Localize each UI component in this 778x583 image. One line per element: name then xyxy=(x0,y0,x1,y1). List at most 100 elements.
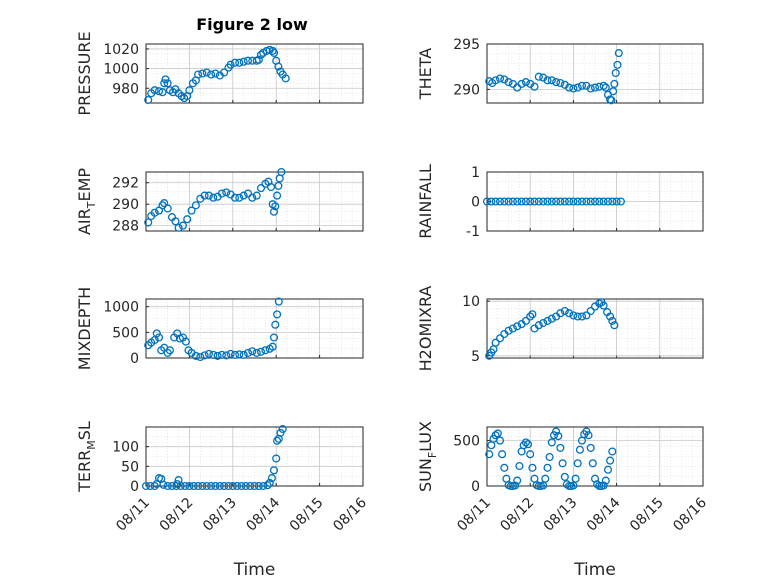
data-point xyxy=(278,424,287,434)
data-point xyxy=(560,306,569,316)
data-point xyxy=(586,84,595,93)
data-point xyxy=(268,46,277,55)
data-point xyxy=(613,60,622,69)
data-point xyxy=(606,456,615,465)
data-point xyxy=(150,481,159,491)
data-point xyxy=(204,349,213,358)
subplot-6: 5 10 H2OMIXRA xyxy=(416,286,704,372)
data-point xyxy=(239,191,248,200)
y-tick-label: 50 xyxy=(121,459,139,475)
data-point xyxy=(565,309,574,318)
data-point xyxy=(220,68,229,77)
data-point xyxy=(552,427,561,436)
data-point xyxy=(235,350,244,359)
data-point xyxy=(274,181,283,190)
data-point xyxy=(556,197,565,206)
data-point xyxy=(167,481,177,491)
data-point xyxy=(152,329,161,338)
data-point xyxy=(243,189,253,198)
data-point xyxy=(150,208,159,217)
data-point xyxy=(272,454,281,463)
data-point xyxy=(185,86,194,95)
y-tick-label: 1000 xyxy=(103,62,139,78)
data-point xyxy=(158,88,167,97)
subplot-7: 0 50 100 TERRMSL 08/11 08/12 08/13 08/14 08/15 08… xyxy=(75,421,370,580)
data-point xyxy=(230,350,240,359)
data-point xyxy=(595,197,604,206)
data-point xyxy=(601,476,610,485)
data-point xyxy=(608,316,617,325)
data-point xyxy=(189,481,198,491)
data-point xyxy=(547,314,556,323)
data-point xyxy=(521,438,530,447)
x-tick-label: 08/13 xyxy=(200,495,240,535)
data-point xyxy=(530,197,539,206)
data-point xyxy=(252,348,261,357)
data-point xyxy=(277,167,286,177)
x-tick-label: 08/11 xyxy=(454,495,494,535)
x-axis-label: Time xyxy=(233,560,276,580)
data-point xyxy=(274,297,283,306)
data-point xyxy=(273,436,282,445)
data-point xyxy=(209,193,218,202)
data-point xyxy=(517,79,526,88)
data-point xyxy=(241,481,250,491)
y-tick-label: 500 xyxy=(453,434,480,450)
data-point xyxy=(590,197,600,206)
data-point xyxy=(250,481,259,491)
y-tick-label: 980 xyxy=(112,81,139,97)
data-point xyxy=(504,78,513,87)
data-point xyxy=(534,72,543,81)
data-point xyxy=(541,474,550,483)
data-point xyxy=(586,306,595,316)
data-point xyxy=(599,81,608,90)
data-point xyxy=(528,310,537,319)
data-point xyxy=(599,481,608,490)
data-point xyxy=(181,481,190,491)
data-point xyxy=(215,481,224,491)
data-point xyxy=(261,346,270,355)
data-point xyxy=(573,312,582,321)
x-tick-label: 08/16 xyxy=(670,495,710,535)
data-point xyxy=(171,217,180,226)
data-point xyxy=(187,206,196,215)
data-point xyxy=(198,69,207,78)
data-point xyxy=(495,74,505,83)
data-point xyxy=(498,450,507,459)
data-point xyxy=(534,197,543,206)
data-point xyxy=(233,481,242,491)
data-point xyxy=(571,474,580,483)
data-point xyxy=(268,342,277,351)
y-tick-label: 100 xyxy=(112,440,139,456)
data-point xyxy=(235,193,244,202)
data-point xyxy=(603,465,613,474)
data-point xyxy=(273,191,282,200)
subplot-4: -1 0 1 RAINFALL xyxy=(416,164,704,240)
data-point xyxy=(217,350,226,359)
data-point xyxy=(495,197,505,206)
data-point xyxy=(211,481,220,491)
subplot-8: 0 500 SUNFLUX 08/11 08/12 08/13 08/14 08/15 08/1… xyxy=(416,421,710,580)
data-point xyxy=(611,68,620,78)
data-point xyxy=(246,481,255,491)
data-point xyxy=(271,320,280,329)
y-tick-label: -1 xyxy=(466,224,480,240)
data-point xyxy=(230,58,240,67)
y-tick-label: 500 xyxy=(112,325,139,341)
x-tick-label: 08/14 xyxy=(243,495,283,535)
x-tick-label: 08/16 xyxy=(330,495,370,535)
data-point xyxy=(239,350,248,359)
data-point xyxy=(608,447,617,456)
axes-box xyxy=(486,298,704,359)
data-point xyxy=(612,197,621,206)
data-point xyxy=(493,429,502,438)
data-point xyxy=(281,74,290,83)
data-point xyxy=(521,197,530,206)
data-point xyxy=(508,324,517,333)
data-point xyxy=(513,322,522,331)
data-point xyxy=(539,318,548,328)
data-point xyxy=(530,82,539,91)
y-axis-label: H2OMIXRA xyxy=(416,286,435,372)
data-point xyxy=(274,62,283,71)
